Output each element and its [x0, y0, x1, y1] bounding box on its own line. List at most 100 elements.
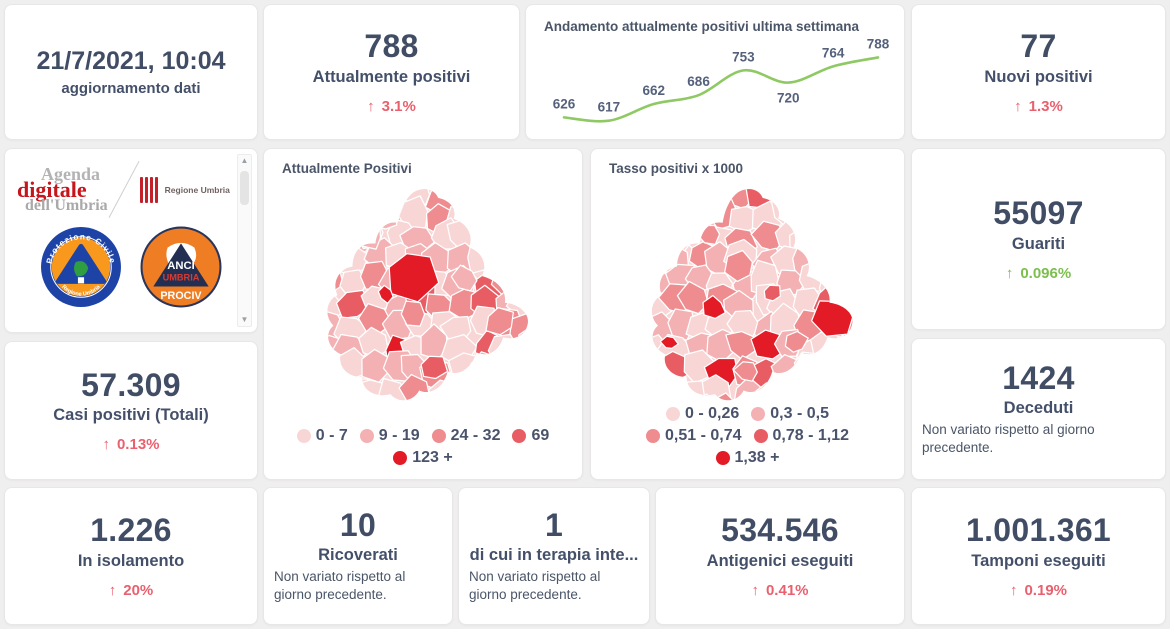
svg-text:788: 788 [867, 36, 890, 51]
new-positive-card: 77 Nuovi positivi ↑ 1.3% [911, 4, 1166, 140]
map-tasso-positivi[interactable] [591, 179, 904, 417]
total-cases-label: Casi positivi (Totali) [53, 406, 209, 425]
anci-prociv-logo: ANCI UMBRIA PROCIV [140, 226, 222, 308]
up-arrow-icon: ↑ [1005, 264, 1014, 282]
hospitalized-note: Non variato rispetto al giorno precedent… [274, 569, 406, 603]
legend-item: 123 + [393, 449, 453, 467]
up-arrow-icon: ↑ [751, 581, 759, 599]
swab-tests-label: Tamponi eseguiti [971, 551, 1106, 570]
up-arrow-icon: ↑ [108, 581, 117, 599]
recovered-value: 55097 [993, 195, 1084, 232]
map-card-tasso: Tasso positivi x 1000 0 - 0,26 0,3 - 0,5 0… [590, 148, 905, 480]
hospitalized-label: Ricoverati [318, 546, 398, 565]
map-title: Tasso positivi x 1000 [609, 161, 744, 176]
svg-text:764: 764 [822, 45, 845, 60]
up-arrow-icon: ↑ [367, 97, 375, 115]
antigen-tests-card: 534.546 Antigenici eseguiti ↑ 0.41% [655, 487, 905, 625]
deaths-value: 1424 [1002, 360, 1075, 397]
map-attualmente-positivi[interactable] [264, 179, 582, 417]
legend-dot-icon [431, 429, 446, 443]
trend-line-chart[interactable]: Andamento attualmente positivi ultima se… [526, 5, 904, 139]
legend-item: 69 [512, 427, 549, 445]
legend-item: 0,3 - 0,5 [751, 405, 829, 423]
svg-text:ANCI: ANCI [167, 260, 195, 272]
legend-dot-icon [751, 407, 766, 421]
currently-positive-value: 788 [364, 28, 419, 65]
recovered-label: Guariti [1011, 234, 1066, 253]
swab-tests-delta: ↑ 0.19% [1009, 581, 1068, 599]
legend-dot-icon [753, 429, 768, 443]
up-arrow-icon: ↑ [1014, 97, 1022, 115]
antigen-tests-delta: ↑ 0.41% [751, 581, 809, 599]
currently-positive-label: Attualmente positivi [312, 67, 471, 86]
legend-dot-icon [512, 429, 527, 443]
svg-text:720: 720 [777, 91, 800, 106]
svg-text:PROCIV: PROCIV [160, 290, 202, 302]
logos-scrollbar[interactable]: ▲ ▼ [237, 154, 252, 327]
map-legend: 0 - 0,26 0,3 - 0,5 0,51 - 0,74 0,78 - 1,12 1… [591, 405, 904, 467]
legend-dot-icon [393, 451, 408, 465]
update-card: 21/7/2021, 10:04 aggiornamento dati [4, 4, 258, 140]
svg-text:686: 686 [687, 74, 710, 89]
up-arrow-icon: ↑ [102, 436, 110, 454]
protezione-civile-logo: Protezione Civile Regione Umbria [41, 227, 121, 307]
isolation-delta: ↑ 20% [108, 581, 154, 599]
deaths-card: 1424 Deceduti Non variato rispetto al gi… [911, 338, 1166, 480]
map-card-attualmente: Attualmente Positivi 0 - 7 9 - 19 24 - 32 6… [263, 148, 583, 480]
map-title: Attualmente Positivi [282, 161, 412, 176]
legend-dot-icon [296, 429, 311, 443]
trend-chart-card: Andamento attualmente positivi ultima se… [525, 4, 905, 140]
total-cases-delta: ↑ 0.13% [102, 436, 160, 454]
scroll-down-icon[interactable]: ▼ [240, 315, 249, 324]
icu-label: di cui in terapia inte... [469, 546, 639, 565]
isolation-card: 1.226 In isolamento ↑ 20% [4, 487, 258, 625]
legend-item: 0,78 - 1,12 [753, 427, 849, 445]
umbria-shape-icon [74, 261, 89, 277]
divider-slash [108, 161, 140, 218]
update-datetime: 21/7/2021, 10:04 [36, 47, 226, 75]
antigen-tests-value: 534.546 [721, 512, 839, 549]
recovered-delta: ↑ 0.096% [1005, 264, 1072, 282]
svg-text:753: 753 [732, 49, 755, 64]
deaths-note: Non variato rispetto al giorno precedent… [922, 422, 1095, 456]
svg-text:Andamento attualmente positivi: Andamento attualmente positivi ultima se… [544, 19, 860, 34]
hospitalized-value: 10 [339, 507, 377, 544]
regione-umbria-emblem [139, 176, 158, 203]
legend-item: 9 - 19 [359, 427, 420, 445]
icu-value: 1 [544, 507, 564, 544]
currently-positive-delta: ↑ 3.1% [367, 97, 416, 115]
map-legend: 0 - 7 9 - 19 24 - 32 69 123 + [264, 427, 582, 467]
regione-umbria-logo: Regione Umbria [139, 176, 230, 203]
swab-tests-card: 1.001.361 Tamponi eseguiti ↑ 0.19% [911, 487, 1166, 625]
legend-item: 24 - 32 [431, 427, 500, 445]
legend-item: 0 - 0,26 [666, 405, 739, 423]
isolation-label: In isolamento [77, 551, 185, 570]
recovered-card: 55097 Guariti ↑ 0.096% [911, 148, 1166, 330]
legend-dot-icon [666, 407, 681, 421]
scroll-up-icon[interactable]: ▲ [240, 156, 249, 165]
agenda-digitale-logo: Agenda digitale dell'Umbria [17, 164, 108, 214]
icu-card: 1 di cui in terapia inte... Non variato … [458, 487, 650, 625]
deaths-label: Deceduti [1003, 399, 1074, 418]
swab-tests-value: 1.001.361 [965, 512, 1112, 549]
new-positive-label: Nuovi positivi [984, 67, 1093, 86]
icu-note: Non variato rispetto al giorno precedent… [469, 569, 601, 603]
svg-text:626: 626 [553, 96, 576, 111]
legend-item: 0,51 - 0,74 [646, 427, 742, 445]
hospitalized-card: 10 Ricoverati Non variato rispetto al gi… [263, 487, 453, 625]
legend-dot-icon [359, 429, 374, 443]
total-cases-value: 57.309 [81, 366, 181, 403]
up-arrow-icon: ↑ [1009, 581, 1018, 599]
legend-dot-icon [715, 451, 730, 465]
new-positive-value: 77 [1020, 28, 1057, 65]
svg-text:662: 662 [642, 83, 665, 98]
currently-positive-card: 788 Attualmente positivi ↑ 3.1% [263, 4, 520, 140]
legend-item: 1,38 + [715, 449, 779, 467]
antigen-tests-label: Antigenici eseguiti [706, 551, 854, 570]
total-cases-card: 57.309 Casi positivi (Totali) ↑ 0.13% [4, 341, 258, 480]
legend-item: 0 - 7 [296, 427, 348, 445]
svg-text:UMBRIA: UMBRIA [163, 272, 200, 282]
scrollbar-thumb[interactable] [240, 171, 249, 205]
new-positive-delta: ↑ 1.3% [1014, 97, 1063, 115]
